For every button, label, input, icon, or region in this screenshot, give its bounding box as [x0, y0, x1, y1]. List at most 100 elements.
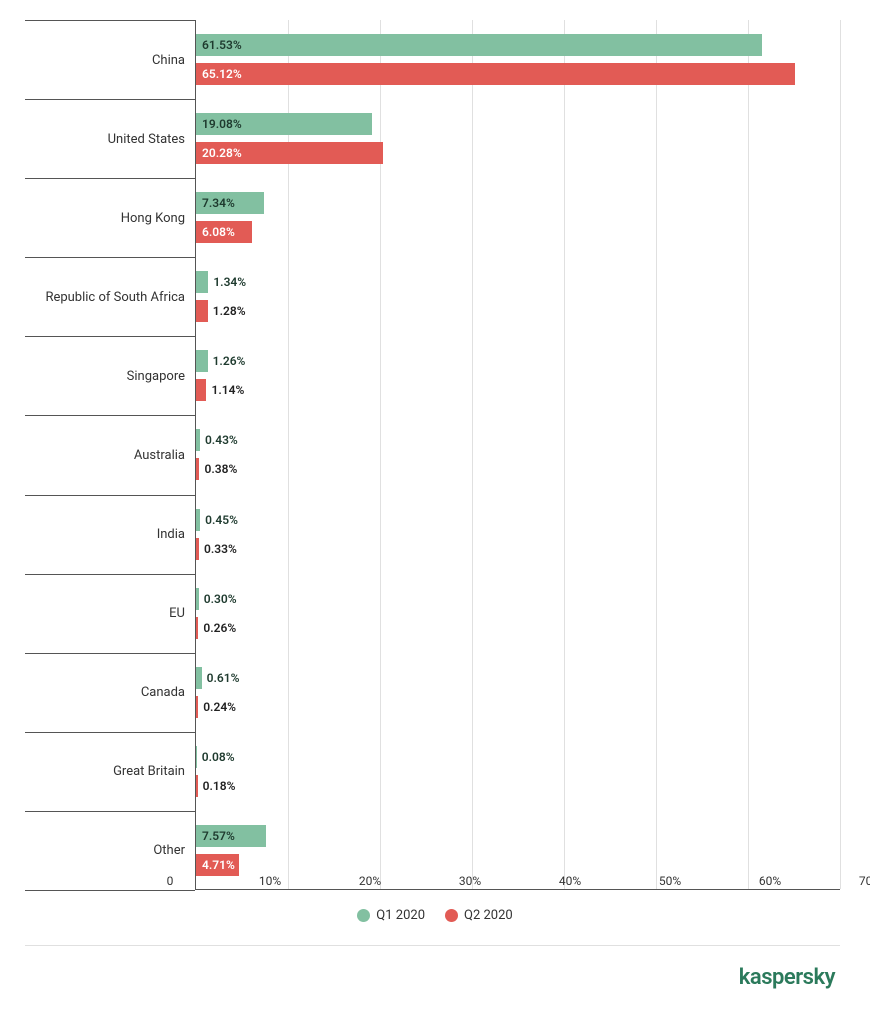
bar-q2: 6.08%: [196, 221, 252, 243]
bar-wrap-q2: 0.18%: [196, 775, 840, 797]
bar-value-label: 0.08%: [202, 750, 235, 764]
bar-q2: [196, 538, 199, 560]
category-label: Other: [25, 811, 195, 890]
legend-item-q1: Q1 2020: [357, 908, 425, 923]
bar-wrap-q2: 65.12%: [196, 63, 840, 85]
bar-row: 1.26% 1.14%: [196, 336, 840, 415]
bar-q1: 19.08%: [196, 113, 372, 135]
bar-row: 0.45% 0.33%: [196, 495, 840, 574]
bar-wrap-q1: 0.30%: [196, 588, 840, 610]
category-label: Australia: [25, 415, 195, 494]
category-label: Hong Kong: [25, 178, 195, 257]
bar-value-label: 0.33%: [204, 542, 237, 556]
legend: Q1 2020 Q2 2020: [0, 908, 870, 923]
category-label: China: [25, 20, 195, 99]
bar-q1: 7.34%: [196, 192, 264, 214]
bar-q1: [196, 429, 200, 451]
bar-q2: [196, 379, 206, 401]
bar-q2: [196, 617, 198, 639]
bar-wrap-q1: 7.57%: [196, 825, 840, 847]
footer-divider: [25, 945, 840, 946]
bar-q1: [196, 509, 200, 531]
bar-row: 0.61% 0.24%: [196, 653, 840, 732]
bar-value-label: 19.08%: [202, 117, 242, 131]
bar-wrap-q1: 7.34%: [196, 192, 840, 214]
bar-q2: 20.28%: [196, 142, 383, 164]
bar-row: 0.08% 0.18%: [196, 732, 840, 811]
bar-q1: [196, 746, 197, 768]
x-tick-label: 70%: [859, 874, 870, 888]
bar-wrap-q1: 0.43%: [196, 429, 840, 451]
bar-wrap-q2: 6.08%: [196, 221, 840, 243]
bar-value-label: 20.28%: [202, 146, 242, 160]
bar-value-label: 0.45%: [205, 513, 238, 527]
bar-wrap-q1: 0.08%: [196, 746, 840, 768]
bar-value-label: 1.26%: [213, 354, 246, 368]
grid-line: [840, 20, 841, 889]
bar-row: 7.34% 6.08%: [196, 178, 840, 257]
bar-row: 61.53% 65.12%: [196, 20, 840, 99]
bar-row: 19.08% 20.28%: [196, 99, 840, 178]
bar-value-label: 0.18%: [203, 779, 236, 793]
bar-q2: 65.12%: [196, 63, 795, 85]
bar-value-label: 7.57%: [202, 829, 235, 843]
bar-value-label: 1.34%: [213, 275, 246, 289]
bar-wrap-q2: 1.28%: [196, 300, 840, 322]
bar-q2: [196, 696, 198, 718]
category-label: Great Britain: [25, 732, 195, 811]
chart-area: ChinaUnited StatesHong KongRepublic of S…: [25, 20, 840, 890]
bar-wrap-q2: 20.28%: [196, 142, 840, 164]
bar-wrap-q2: 0.26%: [196, 617, 840, 639]
bar-row: 1.34% 1.28%: [196, 257, 840, 336]
bar-value-label: 6.08%: [202, 225, 235, 239]
bar-wrap-q1: 0.61%: [196, 667, 840, 689]
category-label: EU: [25, 574, 195, 653]
bar-value-label: 61.53%: [202, 38, 242, 52]
bar-value-label: 0.43%: [205, 433, 238, 447]
bar-q1: [196, 588, 199, 610]
category-label: United States: [25, 99, 195, 178]
x-tick-label: 30%: [459, 874, 481, 888]
bar-wrap-q1: 19.08%: [196, 113, 840, 135]
bar-wrap-q1: 0.45%: [196, 509, 840, 531]
bar-q1: [196, 271, 208, 293]
category-label: Canada: [25, 653, 195, 732]
bar-wrap-q2: 1.14%: [196, 379, 840, 401]
bar-row: 0.30% 0.26%: [196, 574, 840, 653]
bar-value-label: 1.14%: [211, 383, 244, 397]
legend-item-q2: Q2 2020: [445, 908, 513, 923]
bar-wrap-q1: 1.26%: [196, 350, 840, 372]
legend-dot-icon: [445, 909, 458, 922]
bar-q1: 7.57%: [196, 825, 266, 847]
bar-wrap-q1: 1.34%: [196, 271, 840, 293]
legend-dot-icon: [357, 909, 370, 922]
bar-q2: [196, 458, 199, 480]
bar-q1: [196, 350, 208, 372]
category-label: Republic of South Africa: [25, 257, 195, 336]
bar-value-label: 0.26%: [203, 621, 236, 635]
x-axis: 10%20%30%40%50%60%70%: [170, 870, 870, 900]
brand-logo: kaspersky: [739, 965, 835, 990]
bar-q2: [196, 775, 198, 797]
y-axis-labels: ChinaUnited StatesHong KongRepublic of S…: [25, 20, 195, 890]
bar-value-label: 0.38%: [204, 462, 237, 476]
bar-value-label: 0.30%: [204, 592, 237, 606]
category-label: India: [25, 495, 195, 574]
bar-q1: 61.53%: [196, 34, 762, 56]
bar-wrap-q2: 0.38%: [196, 458, 840, 480]
legend-label: Q2 2020: [464, 908, 513, 923]
bar-row: 0.43% 0.38%: [196, 415, 840, 494]
bar-q1: [196, 667, 202, 689]
bar-value-label: 0.61%: [207, 671, 240, 685]
bar-value-label: 1.28%: [213, 304, 246, 318]
bar-value-label: 65.12%: [202, 67, 242, 81]
x-tick-label: 40%: [559, 874, 581, 888]
plot-area: 61.53%65.12%19.08%20.28%7.34%6.08%1.34%1…: [195, 20, 840, 890]
x-tick-label: 50%: [659, 874, 681, 888]
bar-wrap-q2: 0.24%: [196, 696, 840, 718]
x-tick-label: 60%: [759, 874, 781, 888]
x-tick-label: 20%: [359, 874, 381, 888]
bar-value-label: 7.34%: [202, 196, 235, 210]
bar-wrap-q1: 61.53%: [196, 34, 840, 56]
bar-q2: [196, 300, 208, 322]
